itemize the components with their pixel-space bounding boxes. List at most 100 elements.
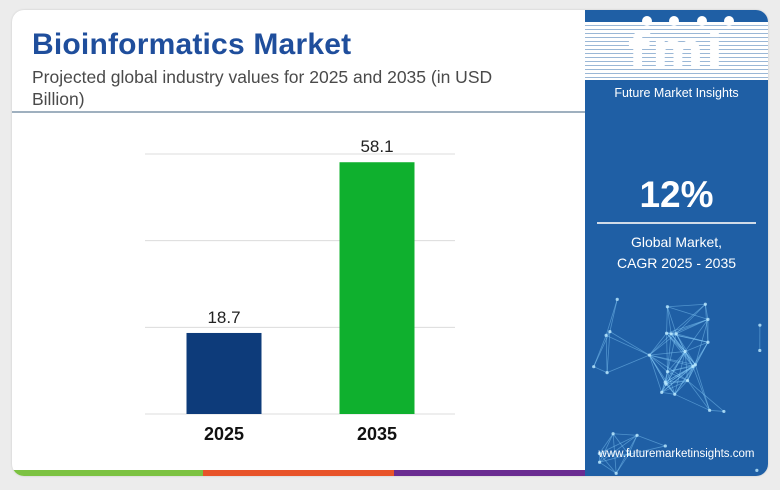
cagr-divider bbox=[597, 222, 756, 224]
network-line bbox=[684, 351, 688, 381]
network-line bbox=[667, 371, 676, 395]
network-line bbox=[661, 380, 688, 393]
network-line bbox=[605, 299, 618, 336]
network-line bbox=[649, 354, 666, 383]
network-line bbox=[667, 306, 709, 320]
network-line bbox=[649, 333, 677, 356]
network-node bbox=[604, 333, 608, 337]
network-line bbox=[665, 364, 696, 383]
network-line bbox=[704, 304, 709, 320]
network-line bbox=[649, 354, 696, 366]
network-line bbox=[667, 303, 706, 308]
network-line bbox=[665, 383, 676, 395]
network-line bbox=[687, 380, 710, 411]
network-line bbox=[694, 342, 709, 365]
sidebar-panel: fmi Future Market Insights 12% Global Ma… bbox=[585, 10, 768, 476]
network-node bbox=[660, 390, 664, 394]
bar-chart: 18.7 2025 58.1 2035 bbox=[145, 137, 455, 444]
network-node bbox=[664, 331, 669, 335]
network-line bbox=[649, 351, 686, 356]
network-line bbox=[666, 380, 688, 385]
network-line bbox=[605, 335, 608, 373]
network-node bbox=[722, 409, 726, 414]
network-line bbox=[687, 366, 694, 381]
website-link[interactable]: www.futuremarketinsights.com bbox=[598, 448, 755, 460]
network-node bbox=[703, 302, 707, 306]
logo-subtitle: Future Market Insights bbox=[614, 86, 739, 100]
network-line bbox=[675, 333, 686, 352]
network-line bbox=[612, 433, 617, 474]
network-line bbox=[674, 380, 688, 395]
network-line bbox=[649, 354, 676, 395]
network-line bbox=[670, 319, 709, 335]
network-line bbox=[692, 366, 710, 411]
network-line bbox=[666, 333, 668, 372]
logo-dot-icon bbox=[669, 16, 680, 26]
network-line bbox=[665, 366, 694, 383]
network-line bbox=[674, 364, 696, 395]
network-line bbox=[649, 354, 693, 367]
network-line bbox=[593, 366, 608, 373]
network-node bbox=[691, 364, 695, 369]
network-line bbox=[649, 333, 667, 356]
network-line bbox=[609, 331, 650, 356]
network-node bbox=[685, 379, 690, 383]
network-node bbox=[706, 317, 710, 321]
network-line bbox=[667, 351, 686, 372]
network-line bbox=[667, 366, 693, 373]
network-node bbox=[635, 433, 639, 437]
network-line bbox=[676, 319, 709, 335]
logo-dot-icon bbox=[696, 16, 707, 26]
network-line bbox=[694, 319, 709, 365]
cagr-value: 12% bbox=[639, 174, 714, 215]
network-line bbox=[599, 461, 617, 474]
network-line bbox=[599, 453, 629, 455]
network-line bbox=[665, 364, 696, 385]
network-line bbox=[674, 393, 710, 411]
network-line bbox=[667, 306, 672, 334]
network-node bbox=[614, 471, 618, 475]
network-line bbox=[675, 333, 696, 365]
network-line bbox=[665, 351, 686, 385]
network-line bbox=[628, 435, 638, 455]
network-line bbox=[605, 335, 650, 356]
network-line bbox=[692, 342, 709, 367]
header-divider bbox=[12, 111, 585, 113]
network-line bbox=[666, 333, 694, 367]
data-label-2025: 18.7 bbox=[207, 308, 240, 327]
network-line bbox=[649, 333, 672, 356]
network-line bbox=[599, 433, 614, 454]
network-line bbox=[648, 354, 663, 393]
network-line bbox=[666, 332, 709, 343]
network-line bbox=[665, 366, 694, 385]
network-node bbox=[755, 468, 759, 472]
network-line bbox=[593, 335, 607, 367]
network-line bbox=[661, 366, 694, 393]
network-node bbox=[665, 370, 670, 374]
network-node bbox=[611, 432, 615, 436]
network-line bbox=[684, 341, 709, 352]
network-line bbox=[599, 434, 638, 454]
network-line bbox=[709, 409, 724, 412]
network-line bbox=[612, 433, 629, 455]
network-line bbox=[664, 351, 686, 383]
network-node bbox=[627, 452, 631, 457]
network-node bbox=[597, 460, 602, 464]
network-line bbox=[599, 454, 629, 463]
bar-2025 bbox=[186, 332, 262, 414]
network-line bbox=[649, 354, 688, 381]
network-line bbox=[667, 333, 677, 372]
bar-2035 bbox=[339, 162, 415, 414]
network-line bbox=[687, 342, 709, 381]
network-node bbox=[758, 323, 762, 327]
network-node bbox=[674, 332, 678, 336]
network-line bbox=[667, 364, 696, 373]
network-line bbox=[667, 333, 672, 372]
network-line bbox=[664, 371, 668, 383]
network-line bbox=[684, 351, 696, 365]
network-line bbox=[649, 354, 667, 385]
network-line bbox=[609, 299, 618, 332]
network-node bbox=[663, 444, 667, 448]
logo-icons bbox=[633, 16, 743, 30]
network-node bbox=[605, 371, 609, 375]
